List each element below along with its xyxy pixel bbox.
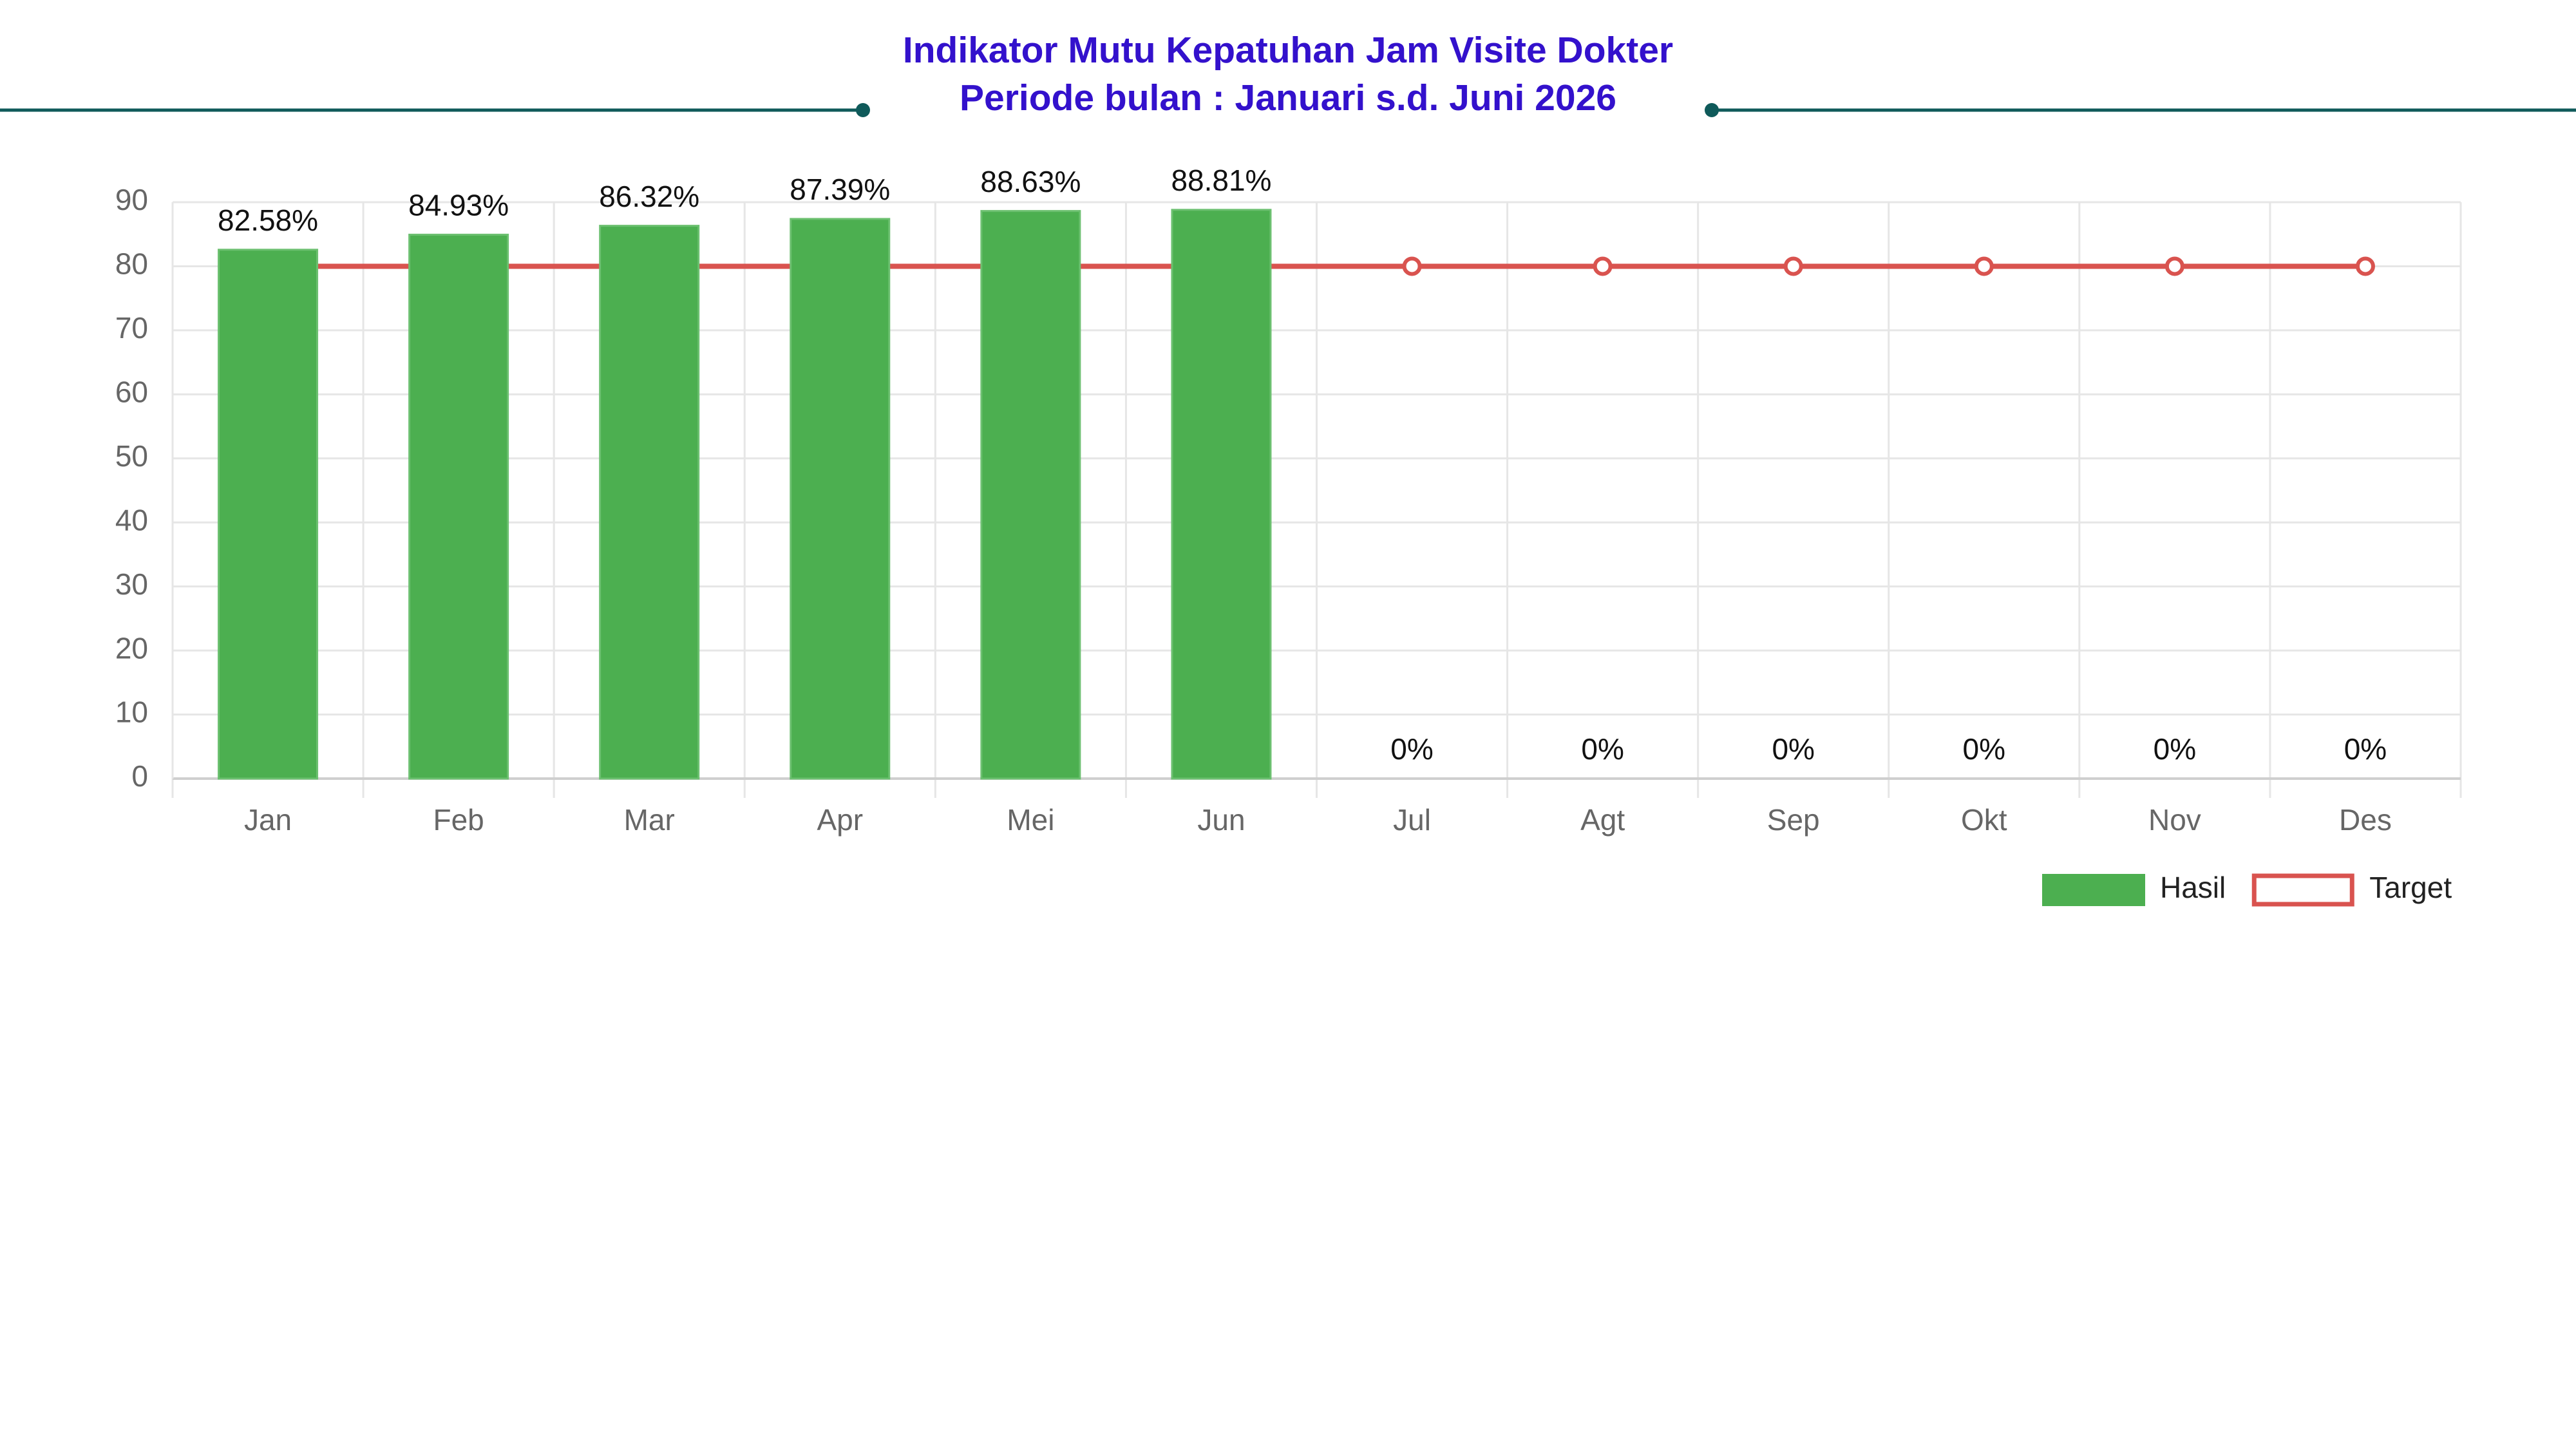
x-tick-label: Feb <box>433 803 484 837</box>
x-tick-label: Apr <box>817 803 863 837</box>
value-label: 0% <box>2154 732 2196 766</box>
target-point <box>1783 256 1803 276</box>
y-tick-label: 20 <box>115 631 148 665</box>
value-label: 0% <box>1963 732 2005 766</box>
chart-subtitle: Periode bulan : Januari s.d. Juni 2026 <box>960 77 1616 118</box>
target-point <box>1593 256 1613 276</box>
target-point <box>1974 256 1994 276</box>
legend-label: Hasil <box>2160 871 2226 904</box>
x-tick-label: Nov <box>2148 803 2201 837</box>
bar <box>790 218 891 780</box>
value-label: 0% <box>2344 732 2387 766</box>
x-tick-label: Mei <box>1007 803 1054 837</box>
bar <box>408 233 509 780</box>
x-tick-label: Mar <box>624 803 675 837</box>
value-label: 88.81% <box>1171 164 1271 197</box>
chart-title: Indikator Mutu Kepatuhan Jam Visite Dokt… <box>903 30 1673 71</box>
value-label: 0% <box>1581 732 1624 766</box>
y-tick-label: 70 <box>115 311 148 345</box>
legend-label: Target <box>2369 871 2452 904</box>
x-tick-label: Okt <box>1961 803 2007 837</box>
target-point <box>1402 256 1422 276</box>
title-rule-dot <box>856 103 870 117</box>
y-tick-label: 40 <box>115 503 148 536</box>
y-tick-label: 10 <box>115 696 148 729</box>
bar <box>1171 209 1272 780</box>
bar <box>218 249 319 780</box>
target-point <box>2164 256 2184 276</box>
x-tick-label: Des <box>2339 803 2392 837</box>
legend-swatch <box>2251 873 2354 907</box>
legend-swatch <box>2042 874 2145 906</box>
x-tick-label: Jul <box>1393 803 1431 837</box>
title-rule-dot <box>1705 103 1719 117</box>
value-label: 86.32% <box>599 180 699 213</box>
y-tick-label: 50 <box>115 439 148 473</box>
x-tick-label: Jun <box>1197 803 1245 837</box>
value-label: 84.93% <box>408 189 509 222</box>
y-tick-label: 0 <box>131 759 148 793</box>
value-label: 82.58% <box>218 204 318 237</box>
value-label: 0% <box>1390 732 1433 766</box>
y-tick-label: 90 <box>115 183 148 216</box>
bar <box>599 225 700 780</box>
y-tick-label: 60 <box>115 375 148 408</box>
value-label: 0% <box>1772 732 1814 766</box>
x-tick-label: Jan <box>244 803 292 837</box>
y-tick-label: 30 <box>115 567 148 601</box>
bar <box>980 210 1081 780</box>
value-label: 87.39% <box>790 173 890 206</box>
target-point <box>2355 256 2375 276</box>
x-tick-label: Agt <box>1580 803 1625 837</box>
x-tick-label: Sep <box>1767 803 1820 837</box>
value-label: 88.63% <box>980 165 1081 198</box>
y-tick-label: 80 <box>115 247 148 281</box>
